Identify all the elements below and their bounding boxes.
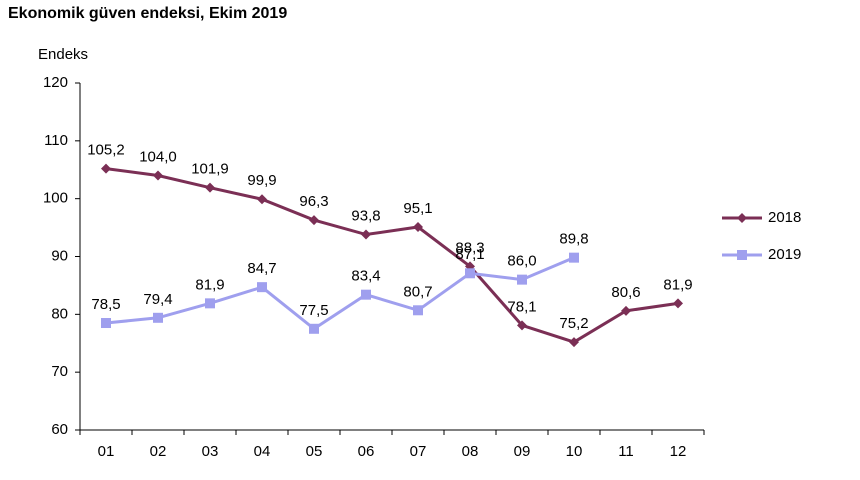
data-label: 99,9	[247, 172, 276, 189]
data-label: 80,6	[611, 284, 640, 301]
legend-marker	[737, 213, 747, 223]
marker	[361, 229, 371, 240]
marker	[101, 163, 111, 174]
data-label: 83,4	[351, 268, 380, 285]
data-label: 80,7	[403, 283, 432, 300]
series-line	[105, 167, 679, 344]
x-tick-label: 10	[566, 443, 583, 460]
data-label: 84,7	[247, 260, 276, 277]
data-label: 87,1	[455, 246, 484, 263]
marker	[465, 268, 475, 279]
x-tick-label: 04	[254, 443, 271, 460]
data-label: 86,0	[507, 253, 536, 270]
x-tick-label: 03	[202, 443, 219, 460]
x-tick-label: 12	[670, 443, 687, 460]
x-tick-label: 07	[410, 443, 427, 460]
data-label: 95,1	[403, 200, 432, 217]
series-line	[105, 256, 575, 331]
marker	[205, 298, 215, 309]
data-label: 88,3	[455, 239, 484, 256]
x-tick-label: 08	[462, 443, 479, 460]
marker	[413, 305, 423, 316]
legend-marker	[737, 250, 747, 260]
data-label: 96,3	[299, 193, 328, 210]
y-tick-label: 120	[43, 74, 68, 91]
marker	[153, 312, 163, 323]
legend-label: 2019	[768, 246, 801, 263]
x-tick-label: 05	[306, 443, 323, 460]
marker	[569, 337, 579, 348]
x-tick-label: 11	[618, 443, 634, 460]
marker	[517, 274, 527, 285]
data-label: 77,5	[299, 302, 328, 319]
y-tick-label: 90	[51, 247, 68, 264]
y-tick-label: 70	[51, 363, 68, 380]
marker	[257, 194, 267, 205]
x-tick-label: 09	[514, 443, 531, 460]
x-tick-label: 02	[150, 443, 167, 460]
y-tick-label: 100	[43, 190, 68, 207]
data-label: 79,4	[143, 291, 172, 308]
marker	[569, 252, 579, 263]
y-tick-label: 110	[44, 132, 68, 149]
data-label: 105,2	[87, 142, 125, 159]
x-tick-label: 01	[98, 443, 115, 460]
marker	[517, 320, 527, 331]
marker	[309, 323, 319, 334]
marker	[153, 170, 163, 181]
data-label: 101,9	[191, 161, 229, 178]
chart-title: Ekonomik güven endeksi, Ekim 2019	[8, 5, 287, 22]
data-label: 75,2	[559, 315, 588, 332]
data-label: 81,9	[195, 276, 224, 293]
legend-label: 2018	[768, 209, 801, 226]
data-label: 89,8	[559, 231, 588, 248]
marker	[673, 298, 683, 309]
marker	[309, 215, 319, 226]
marker	[257, 282, 267, 293]
y-tick-label: 60	[51, 421, 68, 438]
x-tick-label: 06	[358, 443, 375, 460]
marker	[621, 305, 631, 316]
data-label: 81,9	[663, 276, 692, 293]
data-label: 93,8	[351, 207, 380, 224]
data-label: 78,5	[91, 296, 120, 313]
marker	[361, 289, 371, 300]
data-label: 78,1	[507, 298, 536, 315]
marker	[205, 182, 215, 193]
y-axis-label: Endeks	[38, 46, 88, 63]
marker	[413, 222, 423, 233]
data-label: 104,0	[139, 149, 177, 166]
y-tick-label: 80	[51, 305, 68, 322]
marker	[101, 318, 111, 329]
